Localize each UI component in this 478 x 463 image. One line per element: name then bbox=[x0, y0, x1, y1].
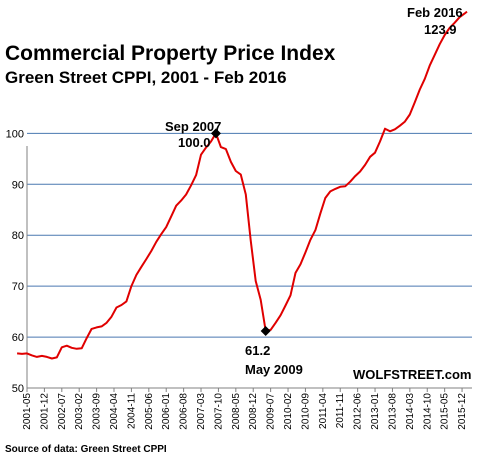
x-tick-label: 2009-07 bbox=[266, 393, 277, 430]
x-axis: 2001-05 2001-12 2002-07 2003-02 2003-09 2004-… bbox=[22, 387, 472, 430]
x-tick-label: 2010-02 bbox=[283, 393, 294, 430]
x-tick-label: 2011-11 bbox=[335, 393, 346, 429]
y-tick-label: 70 bbox=[12, 281, 24, 293]
x-tick-label: 2014-03 bbox=[405, 393, 416, 430]
y-tick-label: 80 bbox=[12, 230, 24, 242]
x-tick-label: 2010-09 bbox=[300, 393, 311, 430]
x-tick-label: 2015-05 bbox=[440, 393, 451, 430]
source-note: Source of data: Green Street CPPI bbox=[5, 444, 167, 455]
y-tick-label: 50 bbox=[12, 383, 24, 395]
y-tick-label: 100 bbox=[6, 128, 24, 140]
x-tick-label: 2013-08 bbox=[387, 393, 398, 430]
data-point-marker bbox=[260, 325, 271, 336]
x-tick-label: 2005-06 bbox=[144, 393, 155, 430]
chart-subtitle: Green Street CPPI, 2001 - Feb 2016 bbox=[5, 68, 287, 87]
annotation-peak-date: Sep 2007 bbox=[165, 119, 221, 134]
x-tick-label: 2015-12 bbox=[457, 393, 468, 430]
x-tick-label: 2004-11 bbox=[126, 393, 137, 429]
x-tick-label: 2007-10 bbox=[213, 393, 224, 430]
x-tick-label: 2002-07 bbox=[57, 393, 68, 430]
x-tick-label: 2014-10 bbox=[422, 393, 433, 430]
x-tick-label: 2003-02 bbox=[74, 393, 85, 430]
x-tick-label: 2004-04 bbox=[109, 393, 120, 430]
x-tick-label: 2003-09 bbox=[92, 393, 103, 430]
x-tick-label: 2013-01 bbox=[370, 393, 381, 430]
annotation-peak-value: 100.0 bbox=[178, 135, 211, 150]
annotation-trough-value: 61.2 bbox=[245, 343, 270, 358]
x-tick-label: 2001-12 bbox=[39, 393, 50, 430]
annotation-latest-date: Feb 2016 bbox=[407, 5, 463, 20]
x-tick-label: 2011-04 bbox=[318, 393, 329, 429]
chart-title: Commercial Property Price Index bbox=[5, 42, 336, 65]
data-point-marker bbox=[210, 128, 221, 139]
y-tick-label: 60 bbox=[12, 332, 24, 344]
x-tick-label: 2008-05 bbox=[231, 393, 242, 430]
marker-layer bbox=[210, 128, 271, 336]
x-tick-label: 2006-08 bbox=[179, 393, 190, 430]
x-tick-label: 2012-06 bbox=[353, 393, 364, 430]
series-line bbox=[16, 10, 468, 360]
x-tick-label: 2007-03 bbox=[196, 393, 207, 430]
brand-watermark: WOLFSTREET.com bbox=[353, 367, 471, 382]
x-tick-label: 2008-12 bbox=[248, 393, 259, 430]
annotation-trough-date: May 2009 bbox=[245, 362, 303, 377]
y-axis: 50 60 70 80 90 100 bbox=[6, 128, 28, 395]
y-tick-label: 90 bbox=[12, 179, 24, 191]
x-tick-label: 2001-05 bbox=[22, 393, 33, 430]
series-layer bbox=[16, 10, 468, 360]
annotation-latest-value: 123.9 bbox=[424, 22, 457, 37]
x-tick-label: 2006-01 bbox=[161, 393, 172, 430]
